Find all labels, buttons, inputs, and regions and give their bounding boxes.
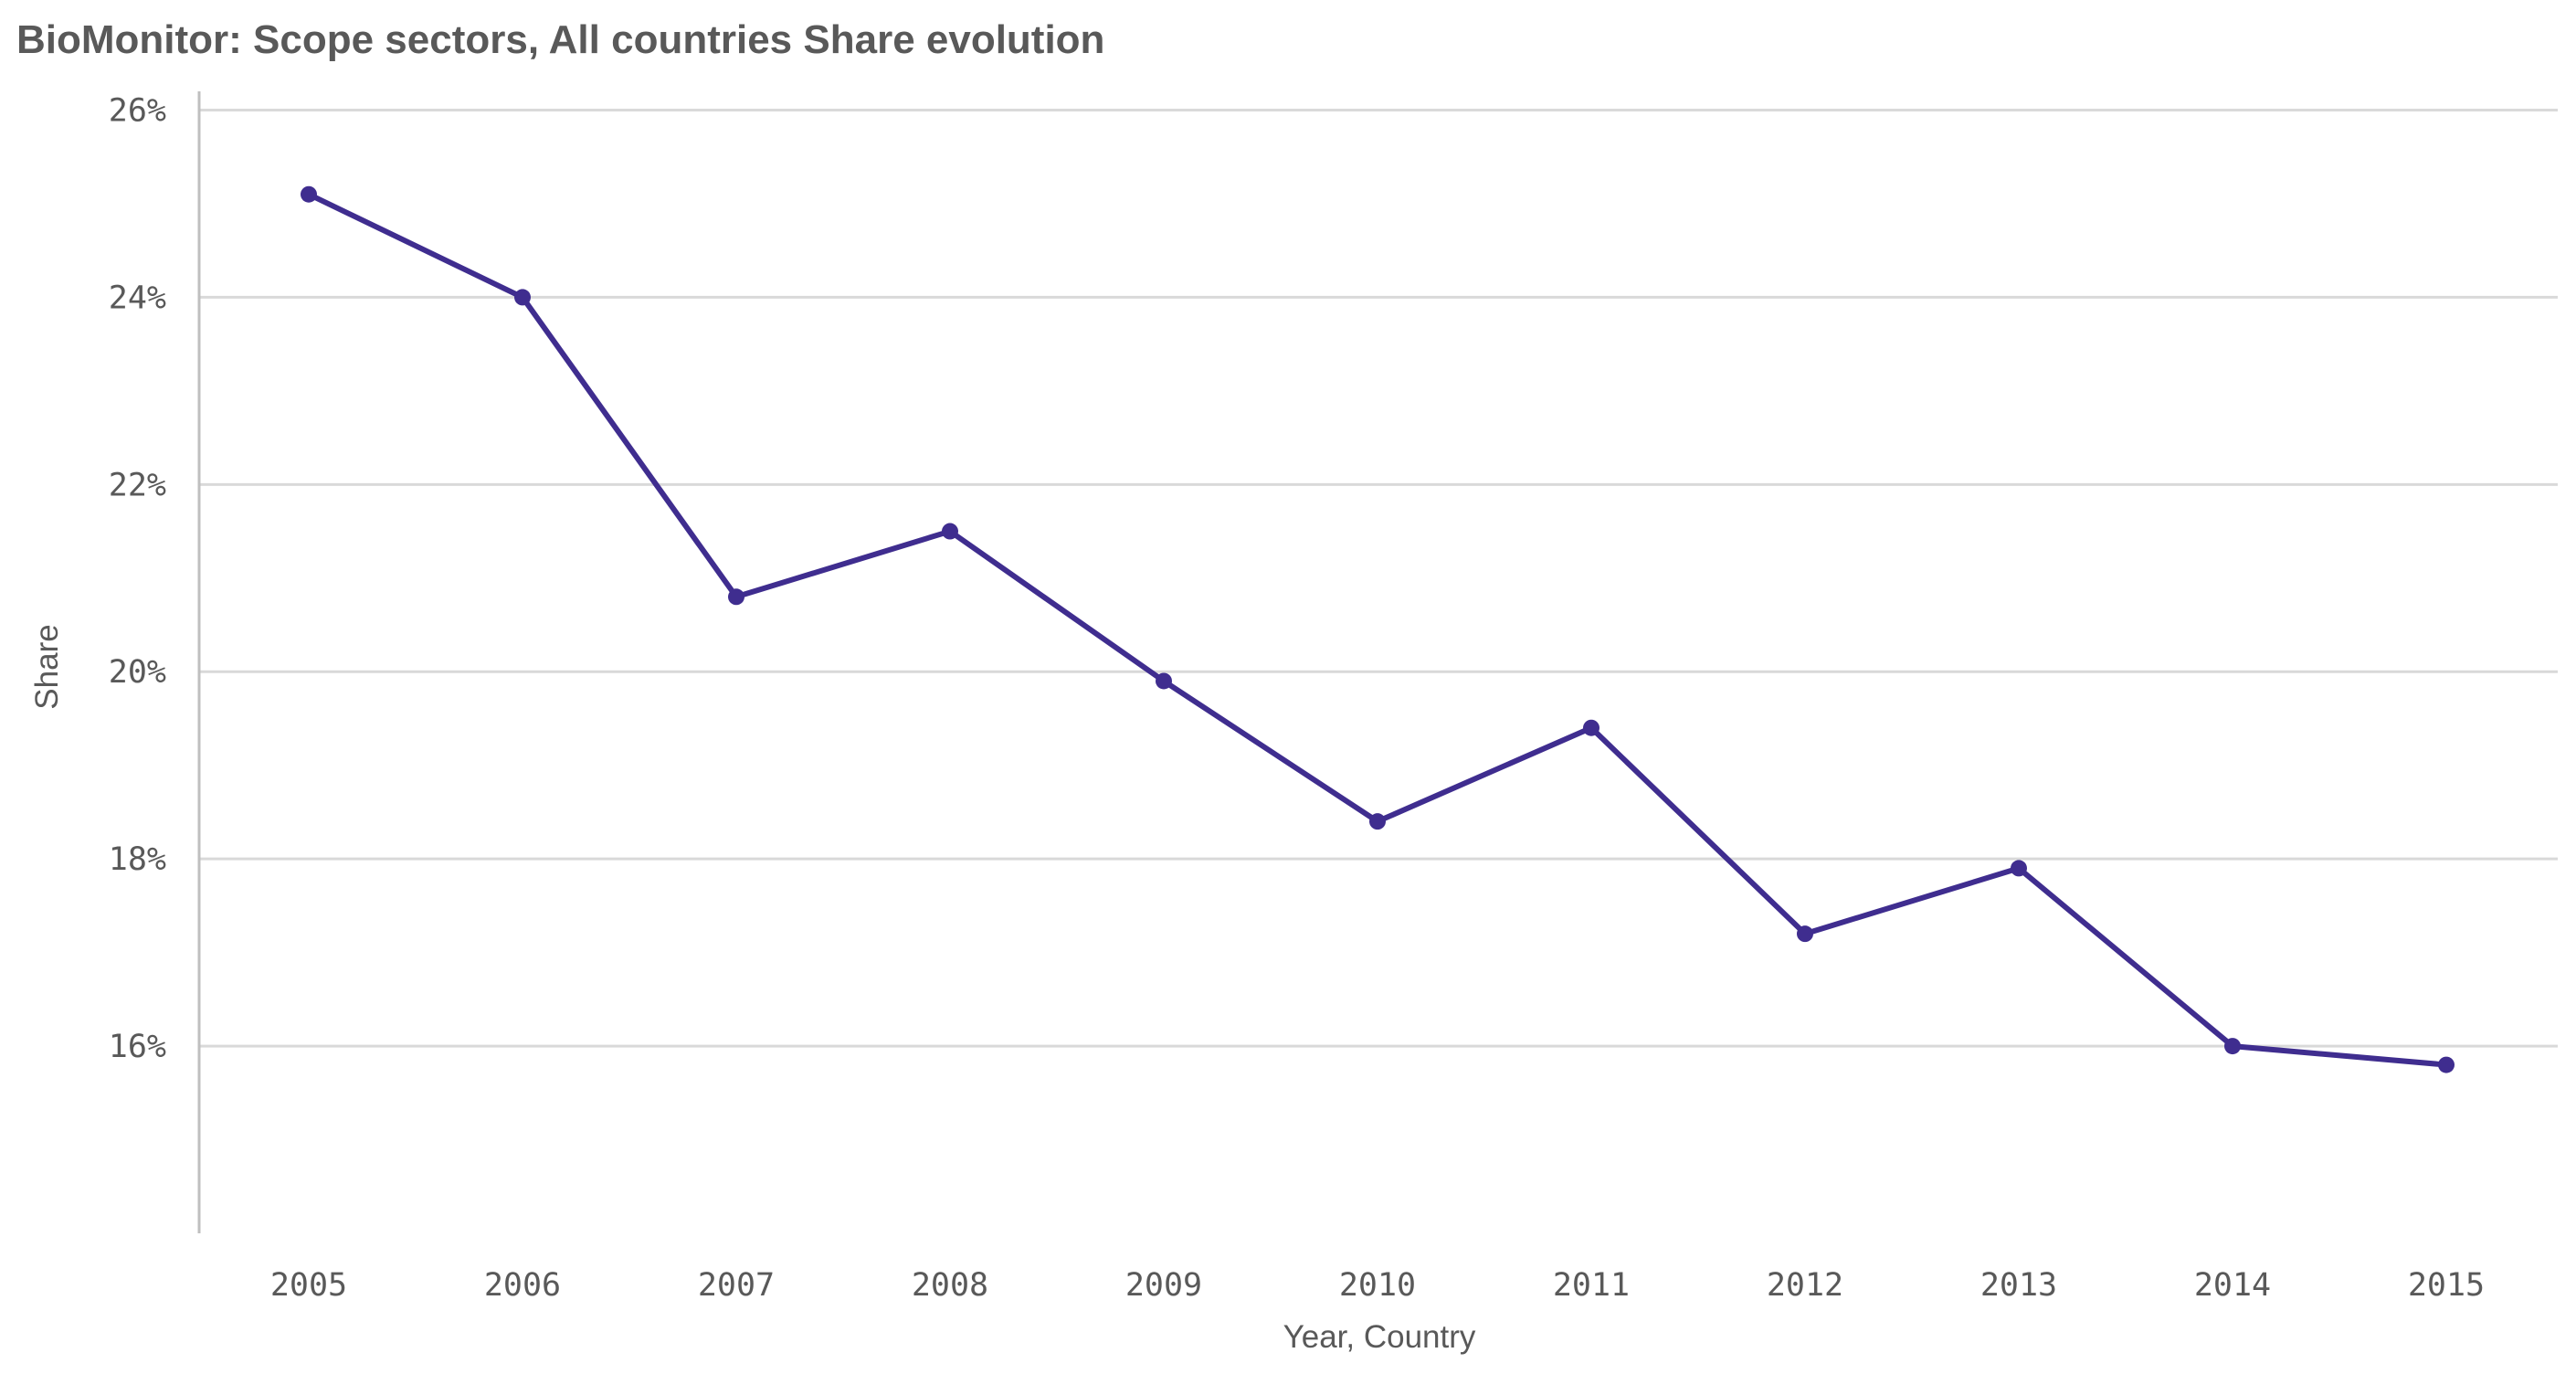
x-tick-label: 2006 (484, 1267, 561, 1304)
x-tick-label: 2010 (1339, 1267, 1416, 1304)
chart-title: BioMonitor: Scope sectors, All countries… (16, 17, 1104, 62)
x-axis-ticks: 2005 2006 2007 2008 2009 2010 2011 2012 2013 2014… (270, 1267, 2485, 1304)
gridlines (199, 108, 2558, 1048)
data-point[interactable] (1797, 925, 1813, 943)
data-point[interactable] (2438, 1056, 2455, 1073)
x-tick-label: 2007 (698, 1267, 775, 1304)
data-point[interactable] (2011, 860, 2027, 877)
data-point[interactable] (1583, 719, 1599, 736)
series-line (306, 191, 2449, 1068)
x-tick-label: 2005 (270, 1267, 347, 1304)
data-point[interactable] (1369, 813, 1386, 830)
y-tick-label: 20% (109, 654, 166, 691)
data-point[interactable] (514, 289, 531, 306)
x-tick-label: 2013 (1980, 1267, 2057, 1304)
x-tick-label: 2009 (1125, 1267, 1202, 1304)
y-axis-ticks: 16% 18% 20% 22% 24% 26% (109, 92, 166, 1065)
data-point[interactable] (2224, 1038, 2241, 1055)
y-axis-title: Share (29, 624, 65, 709)
x-axis-title: Year, Country (1283, 1319, 1476, 1355)
x-tick-label: 2008 (912, 1267, 988, 1304)
x-tick-label: 2015 (2408, 1267, 2485, 1304)
x-tick-label: 2011 (1553, 1267, 1630, 1304)
data-point[interactable] (942, 523, 958, 540)
y-tick-label: 16% (109, 1029, 166, 1065)
x-tick-label: 2012 (1767, 1267, 1843, 1304)
data-point[interactable] (728, 588, 744, 606)
data-point[interactable] (1156, 672, 1172, 690)
y-tick-label: 26% (109, 92, 166, 129)
x-tick-label: 2014 (2194, 1267, 2271, 1304)
data-point[interactable] (301, 185, 317, 203)
y-tick-label: 18% (109, 841, 166, 878)
y-tick-label: 24% (109, 280, 166, 316)
series-group (301, 185, 2455, 1073)
y-tick-label: 22% (109, 467, 166, 503)
